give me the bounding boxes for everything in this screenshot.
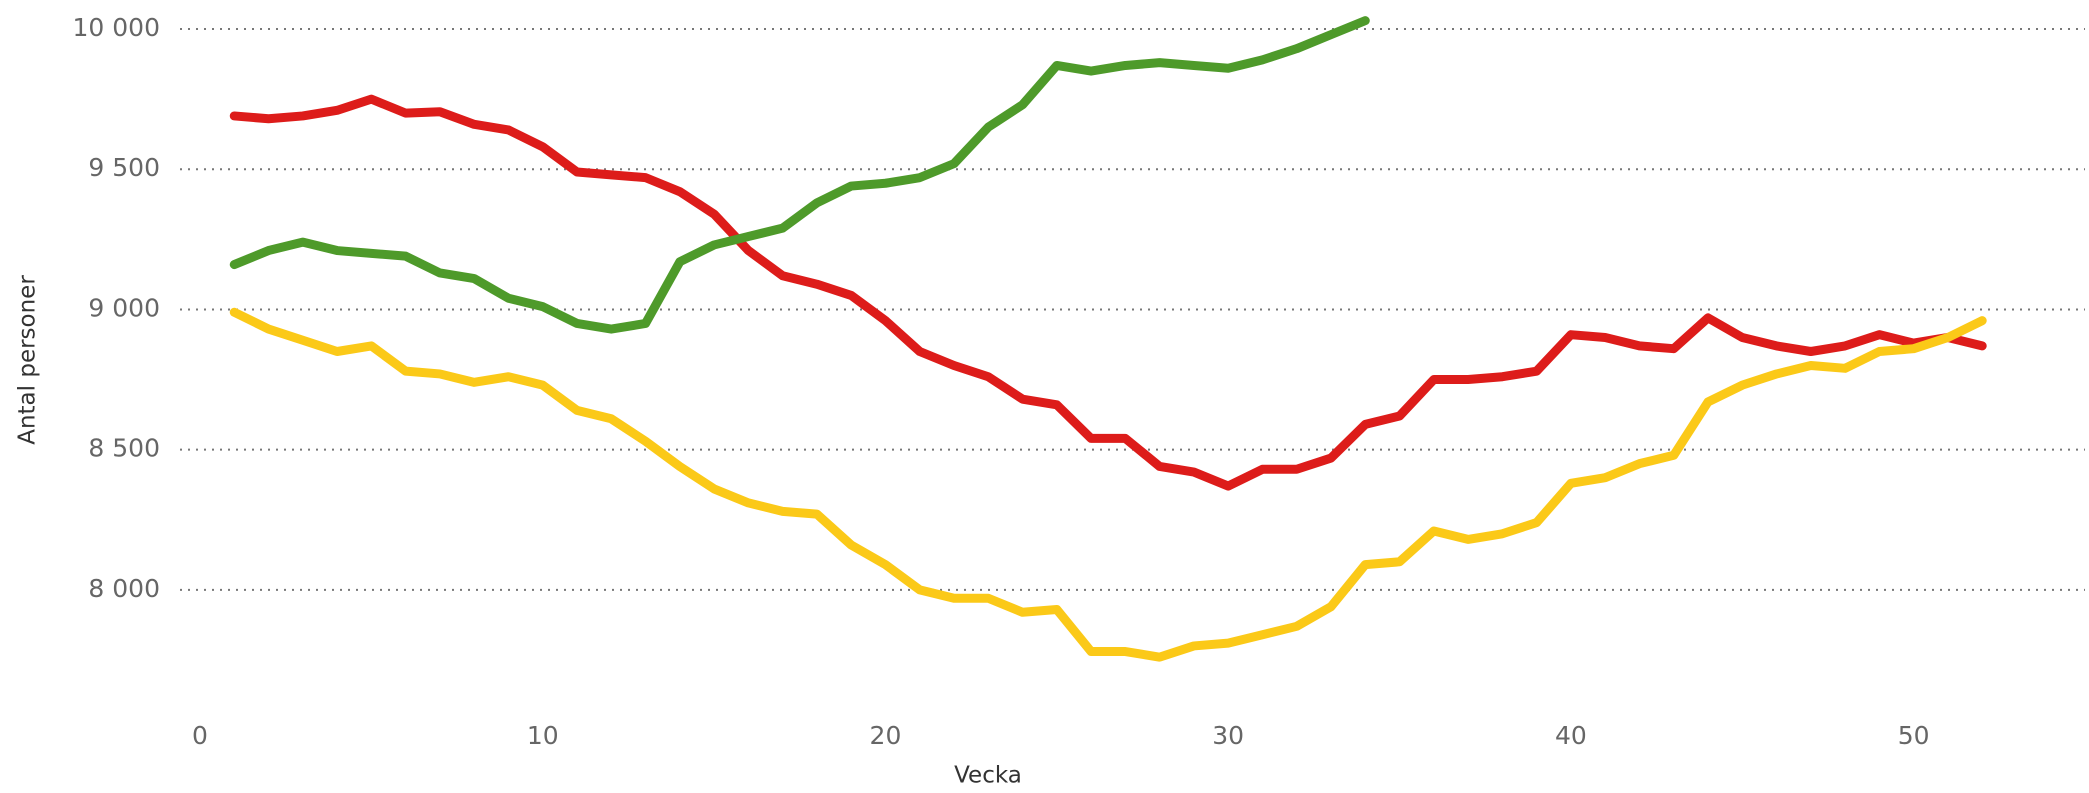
x-tick-label: 30 bbox=[1212, 721, 1244, 750]
x-tick-label: 20 bbox=[870, 721, 902, 750]
y-axis-label: Antal personer bbox=[15, 275, 41, 445]
y-tick-label: 9 000 bbox=[88, 293, 160, 322]
x-axis-label: Vecka bbox=[954, 763, 1022, 789]
y-tick-label: 9 500 bbox=[88, 153, 160, 182]
y-tick-label: 8 500 bbox=[88, 434, 160, 463]
x-tick-label: 50 bbox=[1898, 721, 1930, 750]
x-tick-label: 0 bbox=[192, 721, 208, 750]
series-line bbox=[229, 16, 1370, 334]
series-line bbox=[229, 94, 1987, 491]
y-tick-label: 8 000 bbox=[88, 574, 160, 603]
series-line bbox=[229, 307, 1987, 662]
x-tick-label: 10 bbox=[527, 721, 559, 750]
x-tick-label: 40 bbox=[1555, 721, 1587, 750]
y-tick-label: 10 000 bbox=[73, 13, 160, 42]
